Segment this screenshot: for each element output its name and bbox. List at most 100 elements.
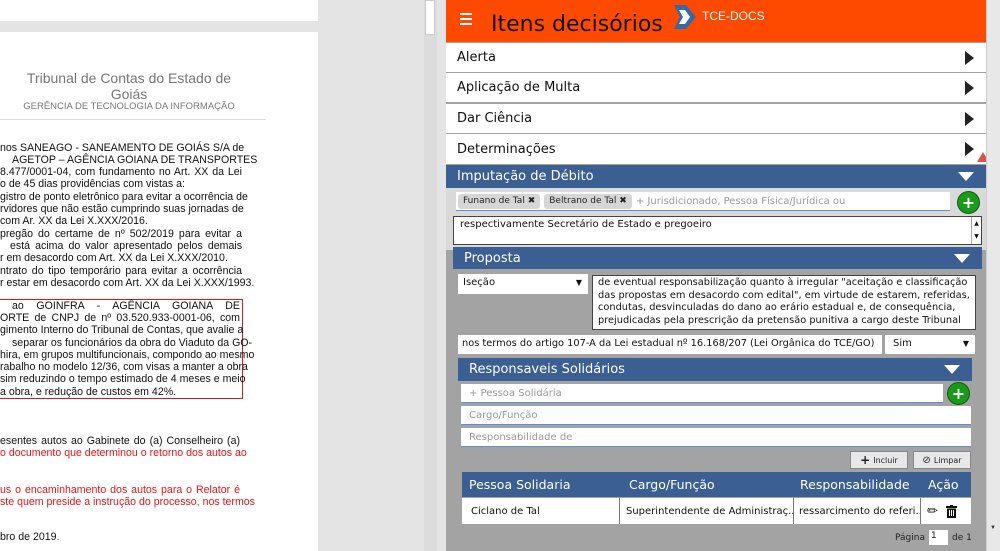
chevron-right-icon (965, 50, 974, 65)
pessoa-solidaria-input[interactable]: + Pessoa Solidária (461, 384, 943, 403)
doc-line-red: ste quem preside a instrução do processo… (0, 496, 255, 508)
proposta-basis-input[interactable]: nos termos do artigo 107-A da Lei estadu… (458, 335, 882, 354)
chevron-down-icon[interactable] (958, 172, 974, 181)
delete-trash-icon[interactable] (945, 504, 957, 518)
doc-line: sim reduzindo o tempo estimado de 4 mese… (0, 373, 246, 385)
tce-docs-logo-icon (674, 5, 696, 29)
clear-icon: ⊘ (922, 454, 931, 466)
remove-tag-icon[interactable]: ✖ (527, 196, 536, 206)
doc-date-period: . (56, 531, 60, 543)
solidarios-table-header (462, 472, 971, 497)
button-label: Limpar (933, 455, 962, 465)
highlighted-paragraph-box[interactable] (0, 299, 243, 399)
edit-pencil-icon[interactable]: ✏ (927, 503, 938, 519)
doc-line-red: o documento que determinou o retorno dos… (0, 447, 247, 459)
add-jurisdicionado-button[interactable]: + (957, 191, 980, 214)
dropdown-arrow-icon: ▼ (575, 278, 582, 287)
doc-line: ao GOINFRA - AGÊNCIA GOIANA DE (12, 300, 240, 312)
doc-line: separar os funcionários da obra do Viadu… (12, 337, 253, 349)
textarea-scrollbar[interactable]: ▲ ▼ (971, 217, 981, 244)
doc-line: rvidores que não estão cumprindo suas jo… (0, 203, 244, 215)
chevron-right-icon (965, 111, 974, 126)
basis-text: nos termos do artigo 107-A da Lei estadu… (462, 338, 875, 349)
tag-label: Funano de Tal (463, 196, 525, 206)
select-value: Iseção (463, 277, 496, 288)
select-value: Sim (893, 338, 912, 349)
cell-pessoa: Ciclano de Tal (462, 498, 620, 524)
doc-line: bro de 2019. (0, 531, 242, 543)
section-title: Responsaveis Solidários (469, 362, 625, 377)
doc-line: gimento Interno do Tribunal de Contas, q… (0, 324, 244, 336)
chevron-down-icon[interactable] (944, 365, 960, 374)
doc-line: r estar em desacordo com Art. XX da Lei … (0, 277, 255, 289)
item-determinacoes[interactable]: Determinações (446, 134, 986, 164)
item-label: Determinações (457, 141, 556, 157)
document-page-previous (0, 0, 318, 21)
document-scrollbar[interactable] (424, 0, 437, 551)
item-dar-ciencia[interactable]: Dar Ciência (446, 104, 986, 133)
button-label: Incluir (873, 455, 898, 465)
item-label: Alerta (457, 50, 496, 65)
imputacao-description-textarea[interactable]: respectivamente Secretário de Estado e p… (453, 216, 982, 245)
column-header: Cargo/Função (629, 477, 715, 492)
panel-scrollbar[interactable]: ▼ (986, 0, 1000, 551)
doc-line: 8.477/0001-04, com fundamento no Art. XX… (0, 166, 242, 178)
doc-line: nos SANEAGO - SANEAMENTO DE GOIÁS S/A de (0, 142, 245, 154)
tag-funano[interactable]: Funano de Tal ✖ (458, 193, 541, 209)
document-title: Tribunal de Contas do Estado de Goiás (26, 70, 232, 102)
doc-line: ORTE de CNPJ de nº 03.520.933-0001-06, c… (0, 312, 240, 324)
proposta-text: de eventual responsabilização quanto à i… (598, 277, 970, 326)
column-header: Pessoa Solidaria (469, 477, 571, 492)
doc-date: bro de 2019 (0, 531, 57, 543)
cell-acao: ✏ (921, 498, 971, 524)
tag-beltrano[interactable]: Beltrano de Tal ✖ (544, 193, 632, 209)
section-imputacao-header[interactable]: Imputação de Débito (446, 165, 986, 188)
doc-line: rabalho no modelo 12/36, com visas a man… (0, 361, 248, 373)
item-aplicacao-de-multa[interactable]: Aplicação de Multa (446, 73, 986, 102)
scroll-down-arrow-icon[interactable]: ▼ (990, 525, 996, 531)
brand-name: TCE-DOCS (702, 9, 765, 23)
document-scrollbar-thumb[interactable] (425, 0, 435, 35)
section-title: Proposta (464, 250, 521, 266)
doc-line: está acima do valor apresentado pelos de… (10, 240, 242, 252)
doc-line: r em desacordo com Art. XX da Lei X.XXX/… (0, 252, 228, 264)
item-label: Aplicação de Multa (457, 80, 581, 95)
chevron-right-icon (965, 80, 974, 95)
limpar-button[interactable]: ⊘ Limpar (913, 451, 971, 469)
page-label: Página (895, 532, 925, 543)
section-solidarios-header[interactable]: Responsaveis Solidários (458, 358, 972, 381)
doc-line: ntrato do tipo temporário para evitar a … (0, 265, 242, 277)
proposta-type-select[interactable]: Iseção ▼ (458, 274, 588, 294)
add-pessoa-solidaria-button[interactable]: + (947, 382, 970, 405)
doc-line-red: us o encaminhamento dos autos para o Rel… (0, 484, 240, 496)
column-header: Ação (928, 477, 959, 492)
description-text: respectivamente Secretário de Estado e p… (460, 219, 712, 230)
doc-line: com Ar. XX da Lei X.XXX/2016. (0, 215, 148, 227)
document-divider (0, 119, 266, 120)
plus-icon: + (860, 453, 871, 467)
cargo-funcao-input[interactable]: Cargo/Função (461, 406, 971, 425)
remove-tag-icon[interactable]: ✖ (619, 196, 627, 206)
panel-header: Itens decisórios TCE-DOCS (446, 0, 986, 42)
hamburger-icon[interactable] (460, 13, 472, 25)
section-proposta-header[interactable]: Proposta (453, 247, 982, 269)
document-subtitle: GERÊNCIA DE TECNOLOGIA DA INFORMAÇÃO (23, 101, 235, 112)
chevron-down-icon[interactable] (954, 253, 970, 263)
incluir-button[interactable]: + Incluir (850, 451, 908, 469)
chevron-right-icon (965, 142, 974, 156)
warning-icon (977, 152, 989, 162)
proposta-text-area[interactable]: de eventual responsabilização quanto à i… (592, 275, 976, 330)
responsabilidade-input[interactable]: Responsabilidade de (461, 428, 971, 447)
cell-responsabilidade: ressarcimento do referi... (794, 498, 921, 524)
doc-line: a obra, e redução de custos em 42%. (0, 386, 177, 398)
pagination: Página 1 de 1 (895, 530, 972, 545)
panel-title: Itens decisórios (491, 12, 663, 37)
cell-cargo: Superintendente de Administraç... (620, 498, 794, 524)
item-alerta[interactable]: Alerta (446, 43, 986, 72)
placeholder: Responsabilidade de (469, 431, 573, 443)
doc-line: gistro de ponto eletrônico para evitar a… (0, 191, 248, 203)
page-input[interactable]: 1 (928, 530, 948, 545)
dropdown-arrow-icon: ▼ (962, 339, 969, 348)
jurisdicionado-tags-input[interactable]: Funano de Tal ✖ Beltrano de Tal ✖ + Juri… (456, 192, 950, 211)
proposta-answer-select[interactable]: Sim ▼ (885, 335, 975, 354)
